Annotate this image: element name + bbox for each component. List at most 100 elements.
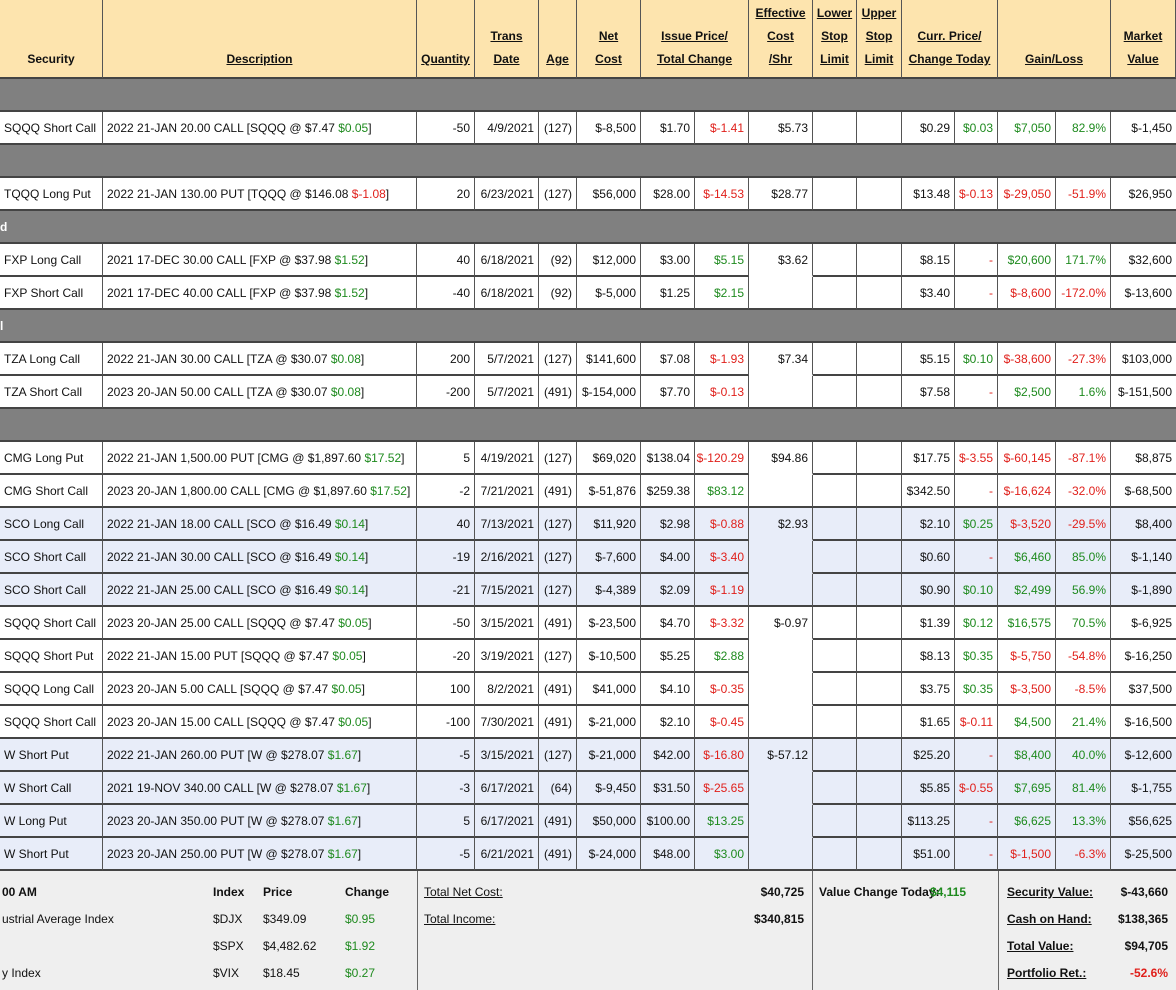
table-cell: $-4,389 xyxy=(577,574,641,607)
table-cell: (491) xyxy=(539,673,577,706)
table-cell: $1.39 xyxy=(902,607,955,640)
table-cell: $32,600 xyxy=(1111,244,1176,277)
table-cell: -5 xyxy=(417,739,475,772)
description-part: ] xyxy=(360,384,365,399)
description-part: ] xyxy=(364,549,369,564)
cell-text: $2.15 xyxy=(713,285,744,300)
index-name: ustrial Average Index xyxy=(2,912,114,926)
table-cell: $2.93 xyxy=(749,508,813,541)
table-cell: $25.20 xyxy=(902,739,955,772)
table-cell xyxy=(857,508,902,541)
cell-text: $-3,500 xyxy=(1010,681,1051,696)
cell-text: $50,000 xyxy=(592,813,636,828)
cell-text: $11,920 xyxy=(593,516,637,531)
table-cell xyxy=(813,706,857,739)
cell-text: 5 xyxy=(463,450,470,465)
table-cell: (64) xyxy=(539,772,577,805)
table-cell xyxy=(749,541,813,574)
cell-text: 3/19/2021 xyxy=(480,648,534,663)
table-cell xyxy=(813,508,857,541)
table-cell: (127) xyxy=(539,640,577,673)
table-cell: $-60,145 xyxy=(998,442,1056,475)
cell-text: 1.6% xyxy=(1078,384,1106,399)
description-part: ] xyxy=(364,582,369,597)
description-part: ] xyxy=(364,252,369,267)
table-cell: 171.7% xyxy=(1056,244,1111,277)
time-label: 00 AM xyxy=(2,885,37,899)
cell-text: $-6,925 xyxy=(1131,615,1172,630)
table-cell: $138.04 xyxy=(641,442,695,475)
table-cell xyxy=(749,805,813,838)
table-cell: W Short Put xyxy=(0,739,103,772)
table-cell: 5 xyxy=(417,805,475,838)
cell-text: 40 xyxy=(456,252,470,267)
table-cell: $5.25 xyxy=(641,640,695,673)
table-cell: $3.00 xyxy=(695,838,749,871)
table-cell: $-38,600 xyxy=(998,343,1056,376)
table-cell: 40.0% xyxy=(1056,739,1111,772)
header-text: /Shr xyxy=(768,52,793,66)
table-cell: CMG Short Call xyxy=(0,475,103,508)
table-cell: 85.0% xyxy=(1056,541,1111,574)
table-cell: $-14.53 xyxy=(695,178,749,211)
footer-divider xyxy=(812,871,813,990)
table-cell: $-3,500 xyxy=(998,673,1056,706)
cell-text: (92) xyxy=(550,252,572,267)
cell-text: $-1,140 xyxy=(1131,549,1172,564)
table-cell: $7,050 xyxy=(998,112,1056,145)
table-cell: 6/17/2021 xyxy=(475,805,539,838)
table-cell: $259.38 xyxy=(641,475,695,508)
table-cell: $2,499 xyxy=(998,574,1056,607)
table-cell: $4,500 xyxy=(998,706,1056,739)
table-cell: $4.70 xyxy=(641,607,695,640)
cell-text: 7/15/2021 xyxy=(480,582,534,597)
header-text: Limit xyxy=(820,52,849,66)
cell-text: $2,500 xyxy=(1014,384,1051,399)
cell-text: SQQQ Short Call xyxy=(4,714,97,729)
table-cell: -51.9% xyxy=(1056,178,1111,211)
cell-text: $83.12 xyxy=(707,483,744,498)
table-cell: (92) xyxy=(539,277,577,310)
table-cell xyxy=(813,673,857,706)
footer-divider xyxy=(998,871,999,990)
cell-text: (127) xyxy=(543,648,572,663)
table-cell: $31.50 xyxy=(641,772,695,805)
cell-text: $28.00 xyxy=(653,186,690,201)
summary-value: -52.6% xyxy=(1129,966,1168,980)
cell-text: (491) xyxy=(543,615,572,630)
cell-text: SQQQ Short Call xyxy=(4,120,97,135)
table-cell: $2.10 xyxy=(902,508,955,541)
cell-text: $4,500 xyxy=(1014,714,1051,729)
summary-value: $-43,660 xyxy=(1120,885,1168,899)
cell-text: $-25.65 xyxy=(703,780,744,795)
table-cell: $-120.29 xyxy=(695,442,749,475)
table-cell: $4.00 xyxy=(641,541,695,574)
cell-text: -5 xyxy=(459,747,470,762)
table-cell: 3/15/2021 xyxy=(475,607,539,640)
column-header: Security xyxy=(0,0,103,79)
cell-text: SQQQ Long Call xyxy=(4,681,95,696)
description-part: ] xyxy=(362,648,366,663)
description-part: ] xyxy=(368,615,372,630)
table-cell: 5/7/2021 xyxy=(475,376,539,409)
table-cell xyxy=(749,277,813,310)
cell-text: CMG Short Call xyxy=(4,483,89,498)
table-cell: 100 xyxy=(417,673,475,706)
header-text: Effective xyxy=(755,6,806,20)
index-name: y Index xyxy=(2,966,41,980)
cell-text: 70.5% xyxy=(1071,615,1106,630)
table-cell: $6,460 xyxy=(998,541,1056,574)
cell-text: $-3,520 xyxy=(1010,516,1051,531)
header-text: Total Change xyxy=(656,52,733,66)
table-cell xyxy=(813,574,857,607)
table-cell: $56,625 xyxy=(1111,805,1176,838)
table-cell: SCO Long Call xyxy=(0,508,103,541)
description-part: 2023 20-JAN 25.00 CALL [SQQQ @ $7.47 xyxy=(107,615,339,630)
table-cell: $0.03 xyxy=(955,112,998,145)
cell-text: $0.60 xyxy=(919,549,950,564)
cell-text: $3.62 xyxy=(777,252,808,267)
cell-text: $259.38 xyxy=(646,483,690,498)
table-cell: $-1,450 xyxy=(1111,112,1176,145)
table-cell: 2021 17-DEC 30.00 CALL [FXP @ $37.98 $1.… xyxy=(103,244,417,277)
table-cell: $2.15 xyxy=(695,277,749,310)
